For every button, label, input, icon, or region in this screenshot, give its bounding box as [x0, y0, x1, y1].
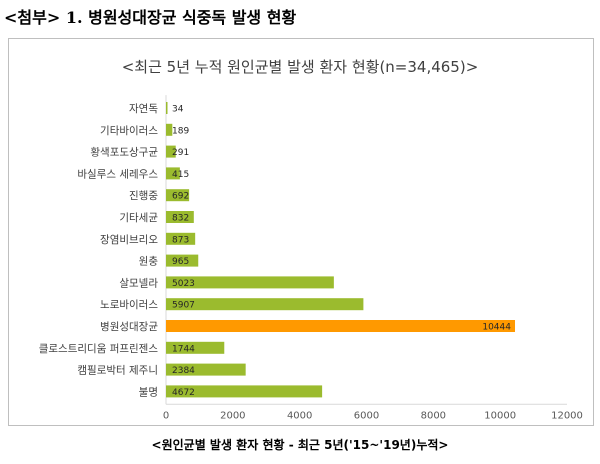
data-label: 10444: [482, 323, 511, 333]
chart-panel: [8, 38, 594, 426]
category-label: 캠필로박터 제주니: [77, 365, 158, 377]
data-label: 692: [172, 192, 189, 202]
data-label: 832: [172, 214, 189, 224]
data-label: 189: [172, 126, 189, 136]
category-label: 바실루스 세레우스: [77, 168, 158, 180]
data-label: 2384: [172, 366, 195, 376]
x-tick-label: 10000: [484, 410, 516, 421]
bar: [166, 341, 225, 354]
data-label: 291: [172, 148, 189, 158]
x-tick-label: 8000: [421, 410, 446, 421]
bar: [166, 254, 199, 267]
chart-title: <최근 5년 누적 원인균별 발생 환자 현황(n=34,465)>: [121, 58, 479, 76]
category-label: 진행중: [129, 190, 158, 202]
bar: [166, 232, 196, 245]
bar: [166, 385, 323, 398]
category-label: 기타바이러스: [100, 125, 158, 137]
data-label: 1744: [172, 344, 195, 354]
category-label: 기타세균: [119, 212, 158, 224]
category-label: 노로바이러스: [100, 299, 158, 311]
category-label: 병원성대장균: [100, 321, 158, 333]
bar: [166, 123, 173, 136]
chart-caption: <원인균별 발생 환자 현황 - 최근 5년('15~'19년)누적>: [151, 438, 449, 452]
x-tick-label: 12000: [551, 410, 583, 421]
category-label: 원충: [139, 256, 159, 268]
data-label: 34: [172, 105, 184, 115]
category-label: 불명: [139, 386, 158, 398]
category-label: 살모넬라: [119, 277, 158, 289]
bar: [166, 211, 194, 223]
bar: [166, 363, 246, 376]
category-label: 장염비브리오: [100, 234, 158, 246]
page-heading: <첨부> 1. 병원성대장균 식중독 발생 현황: [4, 8, 297, 27]
bar: [166, 276, 334, 289]
x-tick-label: 2000: [220, 410, 245, 421]
category-label: 자연독: [129, 103, 158, 115]
category-label: 클로스트리디움 퍼프린젠스: [39, 343, 159, 355]
x-tick-label: 6000: [354, 410, 379, 421]
x-tick-label: 4000: [287, 410, 312, 421]
data-label: 415: [172, 170, 189, 180]
data-label: 5907: [172, 301, 195, 311]
data-label: 965: [172, 257, 189, 267]
bar: [166, 145, 176, 158]
bar: [166, 102, 168, 114]
data-label: 4672: [172, 388, 195, 398]
data-label: 5023: [172, 279, 195, 289]
bar: [166, 189, 190, 202]
bar: [166, 320, 516, 332]
x-tick-label: 0: [163, 410, 169, 421]
bar: [166, 167, 180, 180]
category-label: 황색포도상구균: [90, 147, 158, 159]
data-label: 873: [172, 235, 189, 245]
bar: [166, 298, 364, 311]
